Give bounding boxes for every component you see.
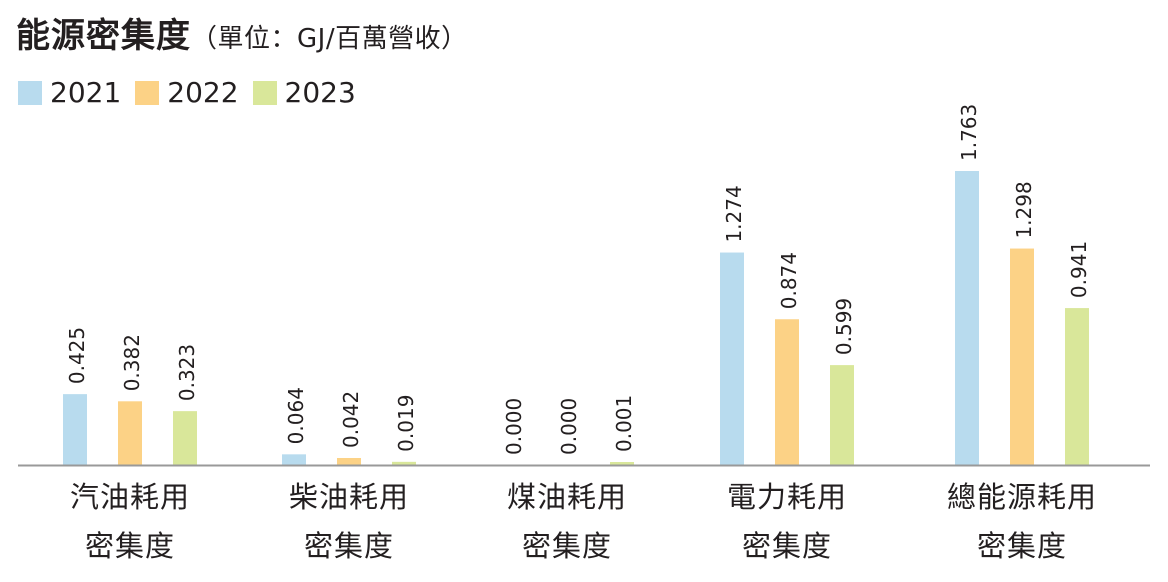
data-label-2023-2: 0.001 <box>612 395 636 452</box>
bar-2022-0 <box>118 401 142 465</box>
bar-2021-3 <box>720 252 744 465</box>
bar-2023-4 <box>1065 308 1089 465</box>
legend-swatch-2021 <box>18 80 42 105</box>
category-label-3-0: 電力耗用 <box>727 480 847 514</box>
bar-2021-4 <box>955 171 979 465</box>
legend-item-2021: 2021 <box>18 76 121 109</box>
category-label-4-1: 密集度 <box>977 529 1067 563</box>
category-label-0-0: 汽油耗用 <box>70 480 190 514</box>
bar-2023-3 <box>830 365 854 465</box>
data-label-2021-4: 1.763 <box>957 104 981 161</box>
chart-unit: （單位：GJ/百萬營收） <box>191 24 468 54</box>
category-label-4-0: 總能源耗用 <box>947 480 1097 514</box>
data-label-2021-0: 0.425 <box>65 327 89 384</box>
bar-2021-1 <box>282 454 306 465</box>
bar-2023-2 <box>610 462 634 465</box>
bar-2022-4 <box>1010 248 1034 465</box>
bar-2021-0 <box>63 394 87 465</box>
legend-swatch-2022 <box>135 80 160 105</box>
chart-title-row: 能源密集度（單位：GJ/百萬營收） <box>16 8 468 57</box>
data-label-2023-4: 0.941 <box>1067 241 1091 298</box>
data-label-2022-1: 0.042 <box>339 391 363 448</box>
bar-2023-0 <box>173 411 197 465</box>
data-label-2023-1: 0.019 <box>394 395 418 452</box>
legend-item-2022: 2022 <box>135 76 239 109</box>
legend-item-2023: 2023 <box>252 76 356 109</box>
data-label-2022-0: 0.382 <box>120 334 144 391</box>
category-label-2-0: 煤油耗用 <box>507 480 627 514</box>
legend-label-2023: 2023 <box>284 76 356 109</box>
legend-label-2021: 2021 <box>50 76 122 109</box>
data-label-2023-3: 0.599 <box>832 298 856 355</box>
data-label-2021-3: 1.274 <box>722 185 746 242</box>
bar-2022-3 <box>775 319 799 465</box>
data-label-2021-1: 0.064 <box>284 387 308 444</box>
category-label-1-1: 密集度 <box>304 529 394 563</box>
legend-swatch-2023 <box>252 80 277 105</box>
bar-2023-1 <box>392 461 416 465</box>
legend-label-2022: 2022 <box>167 76 239 109</box>
bar-2022-1 <box>337 457 361 465</box>
category-label-2-1: 密集度 <box>522 529 612 563</box>
data-label-2023-0: 0.323 <box>175 344 199 401</box>
data-label-2022-2: 0.000 <box>557 398 581 455</box>
data-label-2022-4: 1.298 <box>1012 181 1036 238</box>
data-label-2022-3: 0.874 <box>777 252 801 309</box>
legend: 2021 2022 2023 <box>18 76 370 109</box>
category-label-0-1: 密集度 <box>85 529 175 563</box>
data-label-2021-2: 0.000 <box>502 398 526 455</box>
chart-title: 能源密集度 <box>16 16 191 56</box>
category-label-3-1: 密集度 <box>742 529 832 563</box>
category-label-1-0: 柴油耗用 <box>289 480 409 514</box>
